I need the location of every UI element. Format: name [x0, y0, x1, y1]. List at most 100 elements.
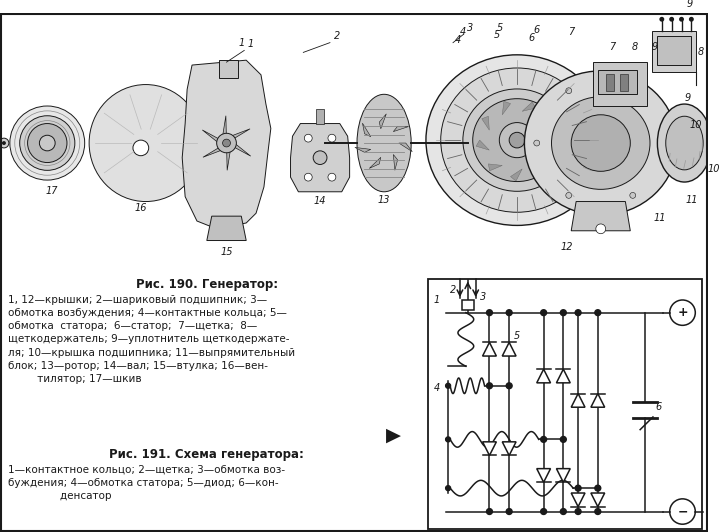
Polygon shape [503, 101, 510, 115]
Text: 8: 8 [632, 43, 638, 53]
Polygon shape [182, 60, 271, 229]
Text: денсатор: денсатор [8, 491, 111, 501]
Polygon shape [536, 159, 543, 172]
Polygon shape [546, 140, 557, 153]
Circle shape [595, 485, 601, 491]
Circle shape [575, 310, 581, 315]
Ellipse shape [657, 104, 712, 182]
Circle shape [533, 140, 540, 146]
Circle shape [0, 138, 9, 148]
Circle shape [10, 106, 85, 180]
Text: 14: 14 [313, 196, 326, 206]
Text: 15: 15 [220, 247, 233, 257]
Text: 7: 7 [568, 27, 574, 37]
Polygon shape [503, 343, 516, 356]
Circle shape [446, 384, 451, 388]
Text: 17: 17 [46, 186, 58, 196]
Text: 2: 2 [450, 285, 457, 295]
Polygon shape [571, 394, 585, 407]
Polygon shape [482, 343, 496, 356]
Circle shape [541, 436, 546, 442]
Text: 10: 10 [707, 164, 719, 174]
Polygon shape [557, 369, 570, 383]
Text: 9: 9 [652, 43, 658, 53]
Circle shape [560, 509, 567, 514]
Text: 11: 11 [654, 213, 666, 223]
Polygon shape [226, 129, 250, 143]
Text: 2: 2 [334, 31, 340, 41]
Polygon shape [226, 143, 231, 170]
Ellipse shape [666, 116, 703, 170]
Circle shape [595, 310, 601, 315]
Bar [657, 36, 692, 65]
Polygon shape [223, 116, 226, 143]
Circle shape [659, 17, 664, 22]
Ellipse shape [472, 99, 562, 181]
Circle shape [2, 141, 6, 145]
Text: 1: 1 [434, 295, 439, 305]
Text: 4: 4 [434, 383, 439, 393]
Polygon shape [537, 469, 551, 483]
Circle shape [560, 436, 567, 442]
Text: Рис. 191. Схема генератора:: Рис. 191. Схема генератора: [109, 448, 304, 461]
Circle shape [661, 140, 668, 146]
Text: буждения; 4—обмотка статора; 5—диод; 6—кон-: буждения; 4—обмотка статора; 5—диод; 6—к… [8, 478, 278, 488]
Circle shape [304, 173, 312, 181]
Bar [429, 279, 702, 529]
Bar [620, 74, 628, 92]
Text: 3: 3 [467, 23, 473, 33]
Polygon shape [290, 123, 349, 192]
Text: 12: 12 [560, 242, 572, 252]
Circle shape [541, 310, 546, 315]
Polygon shape [482, 442, 496, 455]
Ellipse shape [89, 85, 202, 202]
Circle shape [506, 383, 512, 389]
Polygon shape [488, 164, 503, 171]
Polygon shape [503, 442, 516, 455]
Circle shape [19, 116, 75, 170]
Polygon shape [557, 469, 570, 483]
Circle shape [487, 509, 493, 514]
Polygon shape [379, 114, 386, 129]
Polygon shape [540, 121, 554, 128]
Text: 6: 6 [528, 32, 535, 43]
Text: Рис. 190. Генератор:: Рис. 190. Генератор: [136, 278, 278, 292]
Polygon shape [510, 169, 522, 181]
Circle shape [216, 134, 237, 153]
Circle shape [575, 509, 581, 514]
Text: 10: 10 [689, 120, 702, 130]
Circle shape [560, 310, 567, 315]
Polygon shape [537, 369, 551, 383]
Text: ▶: ▶ [386, 426, 401, 444]
Circle shape [630, 88, 636, 94]
Polygon shape [571, 202, 631, 231]
Polygon shape [571, 493, 585, 506]
Ellipse shape [357, 94, 411, 192]
Text: 4: 4 [455, 35, 461, 45]
Circle shape [313, 151, 327, 164]
Circle shape [446, 486, 451, 491]
Bar [652, 31, 696, 72]
Polygon shape [476, 140, 489, 150]
Text: 1: 1 [238, 38, 244, 47]
Text: щеткодержатель; 9—уплотнитель щеткодержате-: щеткодержатель; 9—уплотнитель щеткодержа… [8, 335, 289, 344]
Polygon shape [362, 123, 371, 137]
Text: 11: 11 [685, 195, 697, 205]
Circle shape [487, 383, 493, 389]
Ellipse shape [426, 55, 608, 226]
Text: 6: 6 [655, 402, 661, 412]
Polygon shape [393, 126, 408, 131]
Circle shape [304, 134, 312, 142]
Circle shape [566, 88, 572, 94]
Text: 9: 9 [686, 0, 692, 9]
Text: 1: 1 [248, 38, 255, 48]
Polygon shape [207, 216, 246, 240]
Text: −: − [677, 505, 688, 518]
Bar [593, 62, 647, 106]
Text: 16: 16 [134, 203, 147, 213]
Circle shape [506, 509, 512, 514]
Polygon shape [226, 143, 251, 156]
Text: тилятор; 17—шкив: тилятор; 17—шкив [8, 374, 142, 384]
Circle shape [630, 193, 636, 198]
Polygon shape [591, 394, 605, 407]
